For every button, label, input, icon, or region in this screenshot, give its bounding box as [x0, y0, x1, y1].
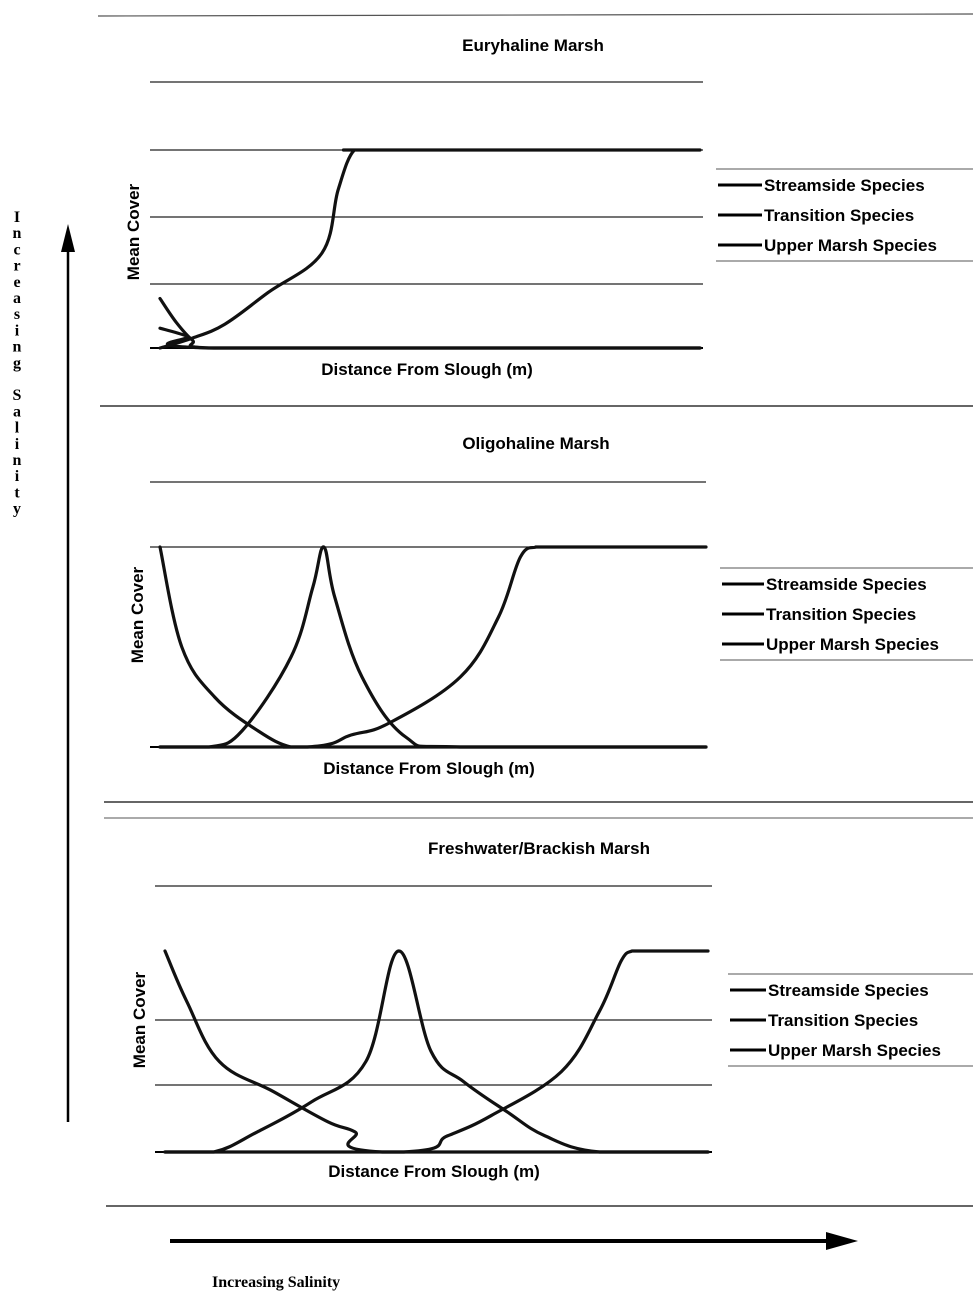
- series-line-upper-marsh-species: [158, 148, 702, 350]
- x-axis-label: Distance From Slough (m): [323, 759, 535, 778]
- y-axis-label: Mean Cover: [128, 566, 147, 663]
- panel-oligohaline-marsh: Oligohaline Marsh Distance From Slough (…: [128, 434, 973, 778]
- series-line-streamside-species: [158, 296, 702, 350]
- separator-top: [97, 13, 973, 17]
- panel-title: Freshwater/Brackish Marsh: [428, 839, 650, 858]
- legend-label-transition-species: Transition Species: [766, 605, 916, 624]
- x-axis-label: Distance From Slough (m): [328, 1162, 540, 1181]
- legend-label-upper-marsh-species: Upper Marsh Species: [764, 236, 937, 255]
- vertical-salinity-arrow: [61, 224, 75, 1122]
- panel-euryhaline-marsh: Euryhaline Marsh Distance From Slough (m…: [124, 36, 973, 379]
- series-line-transition-species: [158, 545, 708, 749]
- legend-label-streamside-species: Streamside Species: [768, 981, 929, 1000]
- series-line-upper-marsh-species: [158, 545, 708, 749]
- x-axis-label: Distance From Slough (m): [321, 360, 533, 379]
- y-axis-label: Mean Cover: [130, 971, 149, 1068]
- panel-title: Euryhaline Marsh: [462, 36, 604, 55]
- series-line-transition-species: [158, 326, 702, 350]
- panel-freshwater-brackish-marsh: Freshwater/Brackish Marsh Distance From …: [130, 839, 973, 1181]
- legend: Streamside Species Transition Species Uppe…: [716, 168, 973, 262]
- series-line-streamside-species: [163, 949, 710, 1154]
- legend-label-streamside-species: Streamside Species: [766, 575, 927, 594]
- y-axis-label: Mean Cover: [124, 183, 143, 280]
- legend-label-upper-marsh-species: Upper Marsh Species: [766, 635, 939, 654]
- horizontal-salinity-arrow: [170, 1232, 858, 1250]
- series-line-transition-species: [163, 949, 710, 1154]
- legend-label-transition-species: Transition Species: [764, 206, 914, 225]
- panel-title: Oligohaline Marsh: [462, 434, 609, 453]
- series-line-streamside-species: [158, 545, 708, 749]
- legend-label-transition-species: Transition Species: [768, 1011, 918, 1030]
- legend-label-streamside-species: Streamside Species: [764, 176, 925, 195]
- horizontal-salinity-label: Increasing Salinity: [212, 1274, 340, 1291]
- legend-label-upper-marsh-species: Upper Marsh Species: [768, 1041, 941, 1060]
- series-line-upper-marsh-species: [163, 949, 710, 1154]
- legend: Streamside Species Transition Species Uppe…: [728, 973, 973, 1067]
- legend: Streamside Species Transition Species Uppe…: [720, 567, 973, 661]
